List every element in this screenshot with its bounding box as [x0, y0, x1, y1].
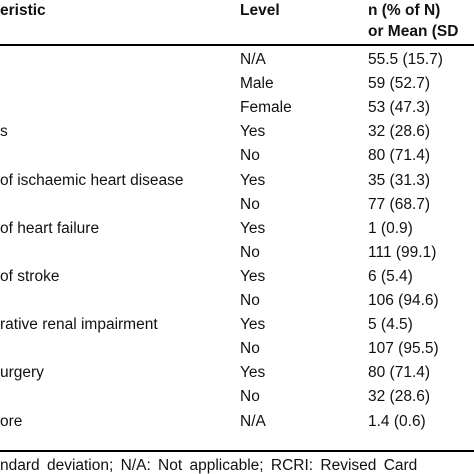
header-bottom-rule	[0, 44, 474, 46]
cell-characteristic: of stroke	[0, 268, 60, 285]
cell-value: 5 (4.5)	[368, 316, 413, 333]
cell-level: Male	[240, 75, 274, 92]
header-level: Level	[240, 2, 280, 19]
cell-level: No	[240, 196, 260, 213]
cell-level: Yes	[240, 316, 266, 333]
cell-level: N/A	[240, 413, 266, 430]
cell-value: 77 (68.7)	[368, 196, 431, 213]
cell-value: 35 (31.3)	[368, 172, 431, 189]
table-bottom-rule	[0, 450, 474, 452]
cell-value: 32 (28.6)	[368, 123, 431, 140]
cell-value: 32 (28.6)	[368, 388, 431, 405]
cell-value: 59 (52.7)	[368, 75, 431, 92]
cell-level: No	[240, 244, 260, 261]
cell-level: Yes	[240, 220, 266, 237]
cell-value: 80 (71.4)	[368, 364, 431, 381]
cell-level: No	[240, 292, 260, 309]
cell-value: 55.5 (15.7)	[368, 51, 443, 68]
header-characteristic: eristic	[0, 2, 46, 19]
cell-value: 106 (94.6)	[368, 292, 439, 309]
cell-level: Yes	[240, 123, 266, 140]
cell-level: N/A	[240, 51, 266, 68]
cell-level: No	[240, 147, 260, 164]
cell-characteristic: ore	[0, 413, 23, 430]
cell-level: No	[240, 388, 260, 405]
cell-level: Yes	[240, 364, 266, 381]
cell-value: 1.4 (0.6)	[368, 413, 426, 430]
cell-characteristic: of ischaemic heart disease	[0, 172, 184, 189]
cell-characteristic: s	[0, 123, 8, 140]
cell-value: 107 (95.5)	[368, 340, 439, 357]
table-footnote: ndard deviation; N/A: Not applicable; RC…	[0, 457, 418, 474]
header-value-line1: n (% of N)	[368, 2, 441, 19]
cell-level: Female	[240, 99, 292, 116]
cell-value: 80 (71.4)	[368, 147, 431, 164]
cell-level: Yes	[240, 268, 266, 285]
cell-value: 6 (5.4)	[368, 268, 413, 285]
cell-characteristic: urgery	[0, 364, 44, 381]
cell-value: 53 (47.3)	[368, 99, 431, 116]
cell-value: 111 (99.1)	[368, 244, 437, 261]
cell-characteristic: of heart failure	[0, 220, 100, 237]
header-value-line2: or Mean (SD	[368, 23, 459, 40]
cell-characteristic: rative renal impairment	[0, 316, 158, 333]
cell-level: Yes	[240, 172, 266, 189]
cell-value: 1 (0.9)	[368, 220, 413, 237]
cell-level: No	[240, 340, 260, 357]
